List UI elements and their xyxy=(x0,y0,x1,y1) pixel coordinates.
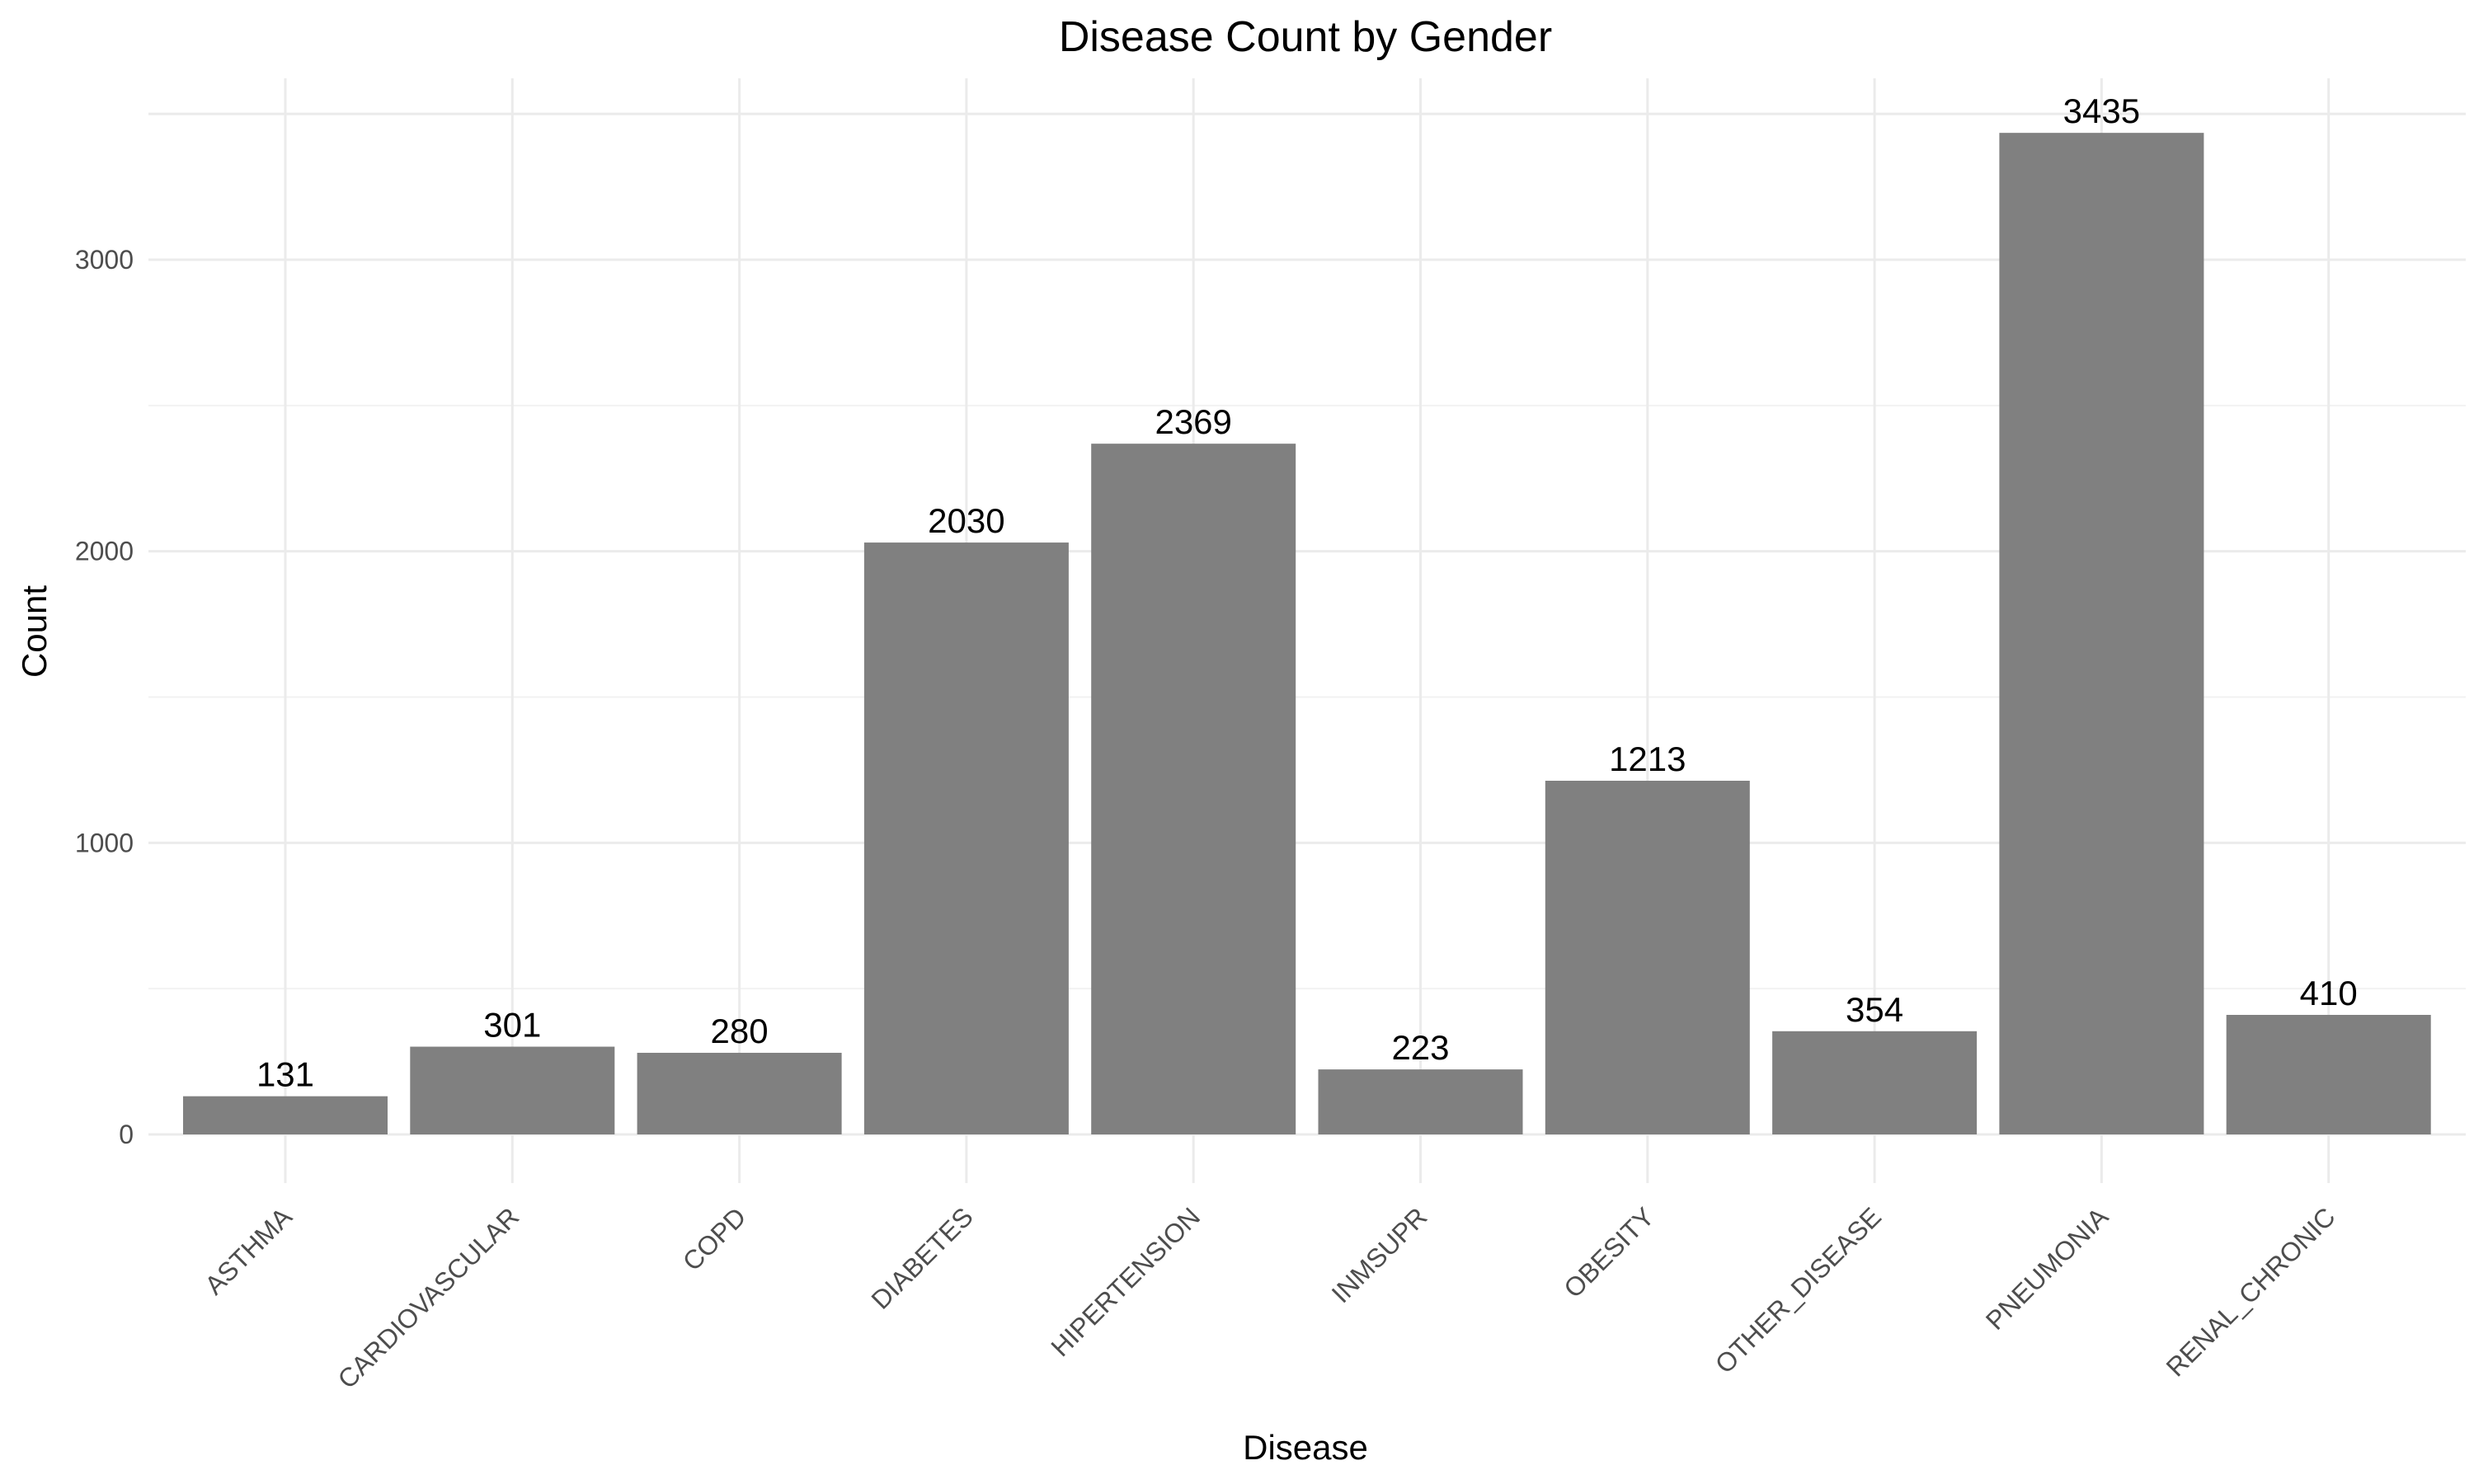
bar-value-label: 2030 xyxy=(928,501,1004,540)
y-tick-label: 1000 xyxy=(75,828,134,857)
x-axis-title: Disease xyxy=(1243,1428,1368,1467)
bar-value-label: 2369 xyxy=(1155,402,1231,441)
x-tick-label: PNEUMONIA xyxy=(1980,1201,2114,1336)
x-tick-label: ASTHMA xyxy=(199,1201,298,1300)
bar-value-label: 223 xyxy=(1391,1028,1449,1067)
bar xyxy=(183,1096,388,1134)
chart-title: Disease Count by Gender xyxy=(1059,13,1552,61)
x-tick-label: OBESITY xyxy=(1558,1201,1660,1303)
y-tick-label: 0 xyxy=(119,1120,134,1149)
bar xyxy=(1318,1069,1523,1134)
bar-value-label: 301 xyxy=(483,1006,541,1045)
bar xyxy=(637,1052,842,1134)
y-axis-ticks: 0 1000 2000 3000 xyxy=(75,245,134,1149)
x-tick-label: COPD xyxy=(677,1201,752,1276)
bar xyxy=(1545,781,1750,1134)
bar xyxy=(1999,133,2204,1134)
x-tick-label: CARDIOVASCULAR xyxy=(332,1201,524,1394)
x-tick-label: RENAL_CHRONIC xyxy=(2161,1201,2341,1382)
bars xyxy=(183,133,2431,1134)
x-tick-label: OTHER_DISEASE xyxy=(1710,1201,1887,1378)
x-tick-label: HIPERTENSION xyxy=(1045,1201,1206,1362)
bar xyxy=(2226,1014,2431,1134)
bar-value-label: 410 xyxy=(2300,974,2358,1012)
data-labels: 131 301 280 2030 2369 223 1213 354 3435 410 xyxy=(256,92,2358,1094)
y-axis-title: Count xyxy=(15,585,54,678)
bar-value-label: 280 xyxy=(711,1012,769,1050)
bar-value-label: 354 xyxy=(1846,990,1903,1029)
bar xyxy=(1091,444,1296,1134)
bar xyxy=(410,1046,615,1134)
x-tick-label: INMSUPR xyxy=(1326,1201,1433,1308)
x-tick-label: DIABETES xyxy=(865,1201,978,1314)
y-tick-label: 3000 xyxy=(75,245,134,275)
bar-value-label: 1213 xyxy=(1609,740,1686,778)
bar xyxy=(863,542,1069,1134)
x-axis-ticks: ASTHMA CARDIOVASCULAR COPD DIABETES HIPERTEN… xyxy=(199,1201,2340,1394)
bar xyxy=(1772,1031,1978,1134)
bar-value-label: 3435 xyxy=(2063,92,2140,130)
y-tick-label: 2000 xyxy=(75,537,134,566)
bar-value-label: 131 xyxy=(256,1055,314,1094)
